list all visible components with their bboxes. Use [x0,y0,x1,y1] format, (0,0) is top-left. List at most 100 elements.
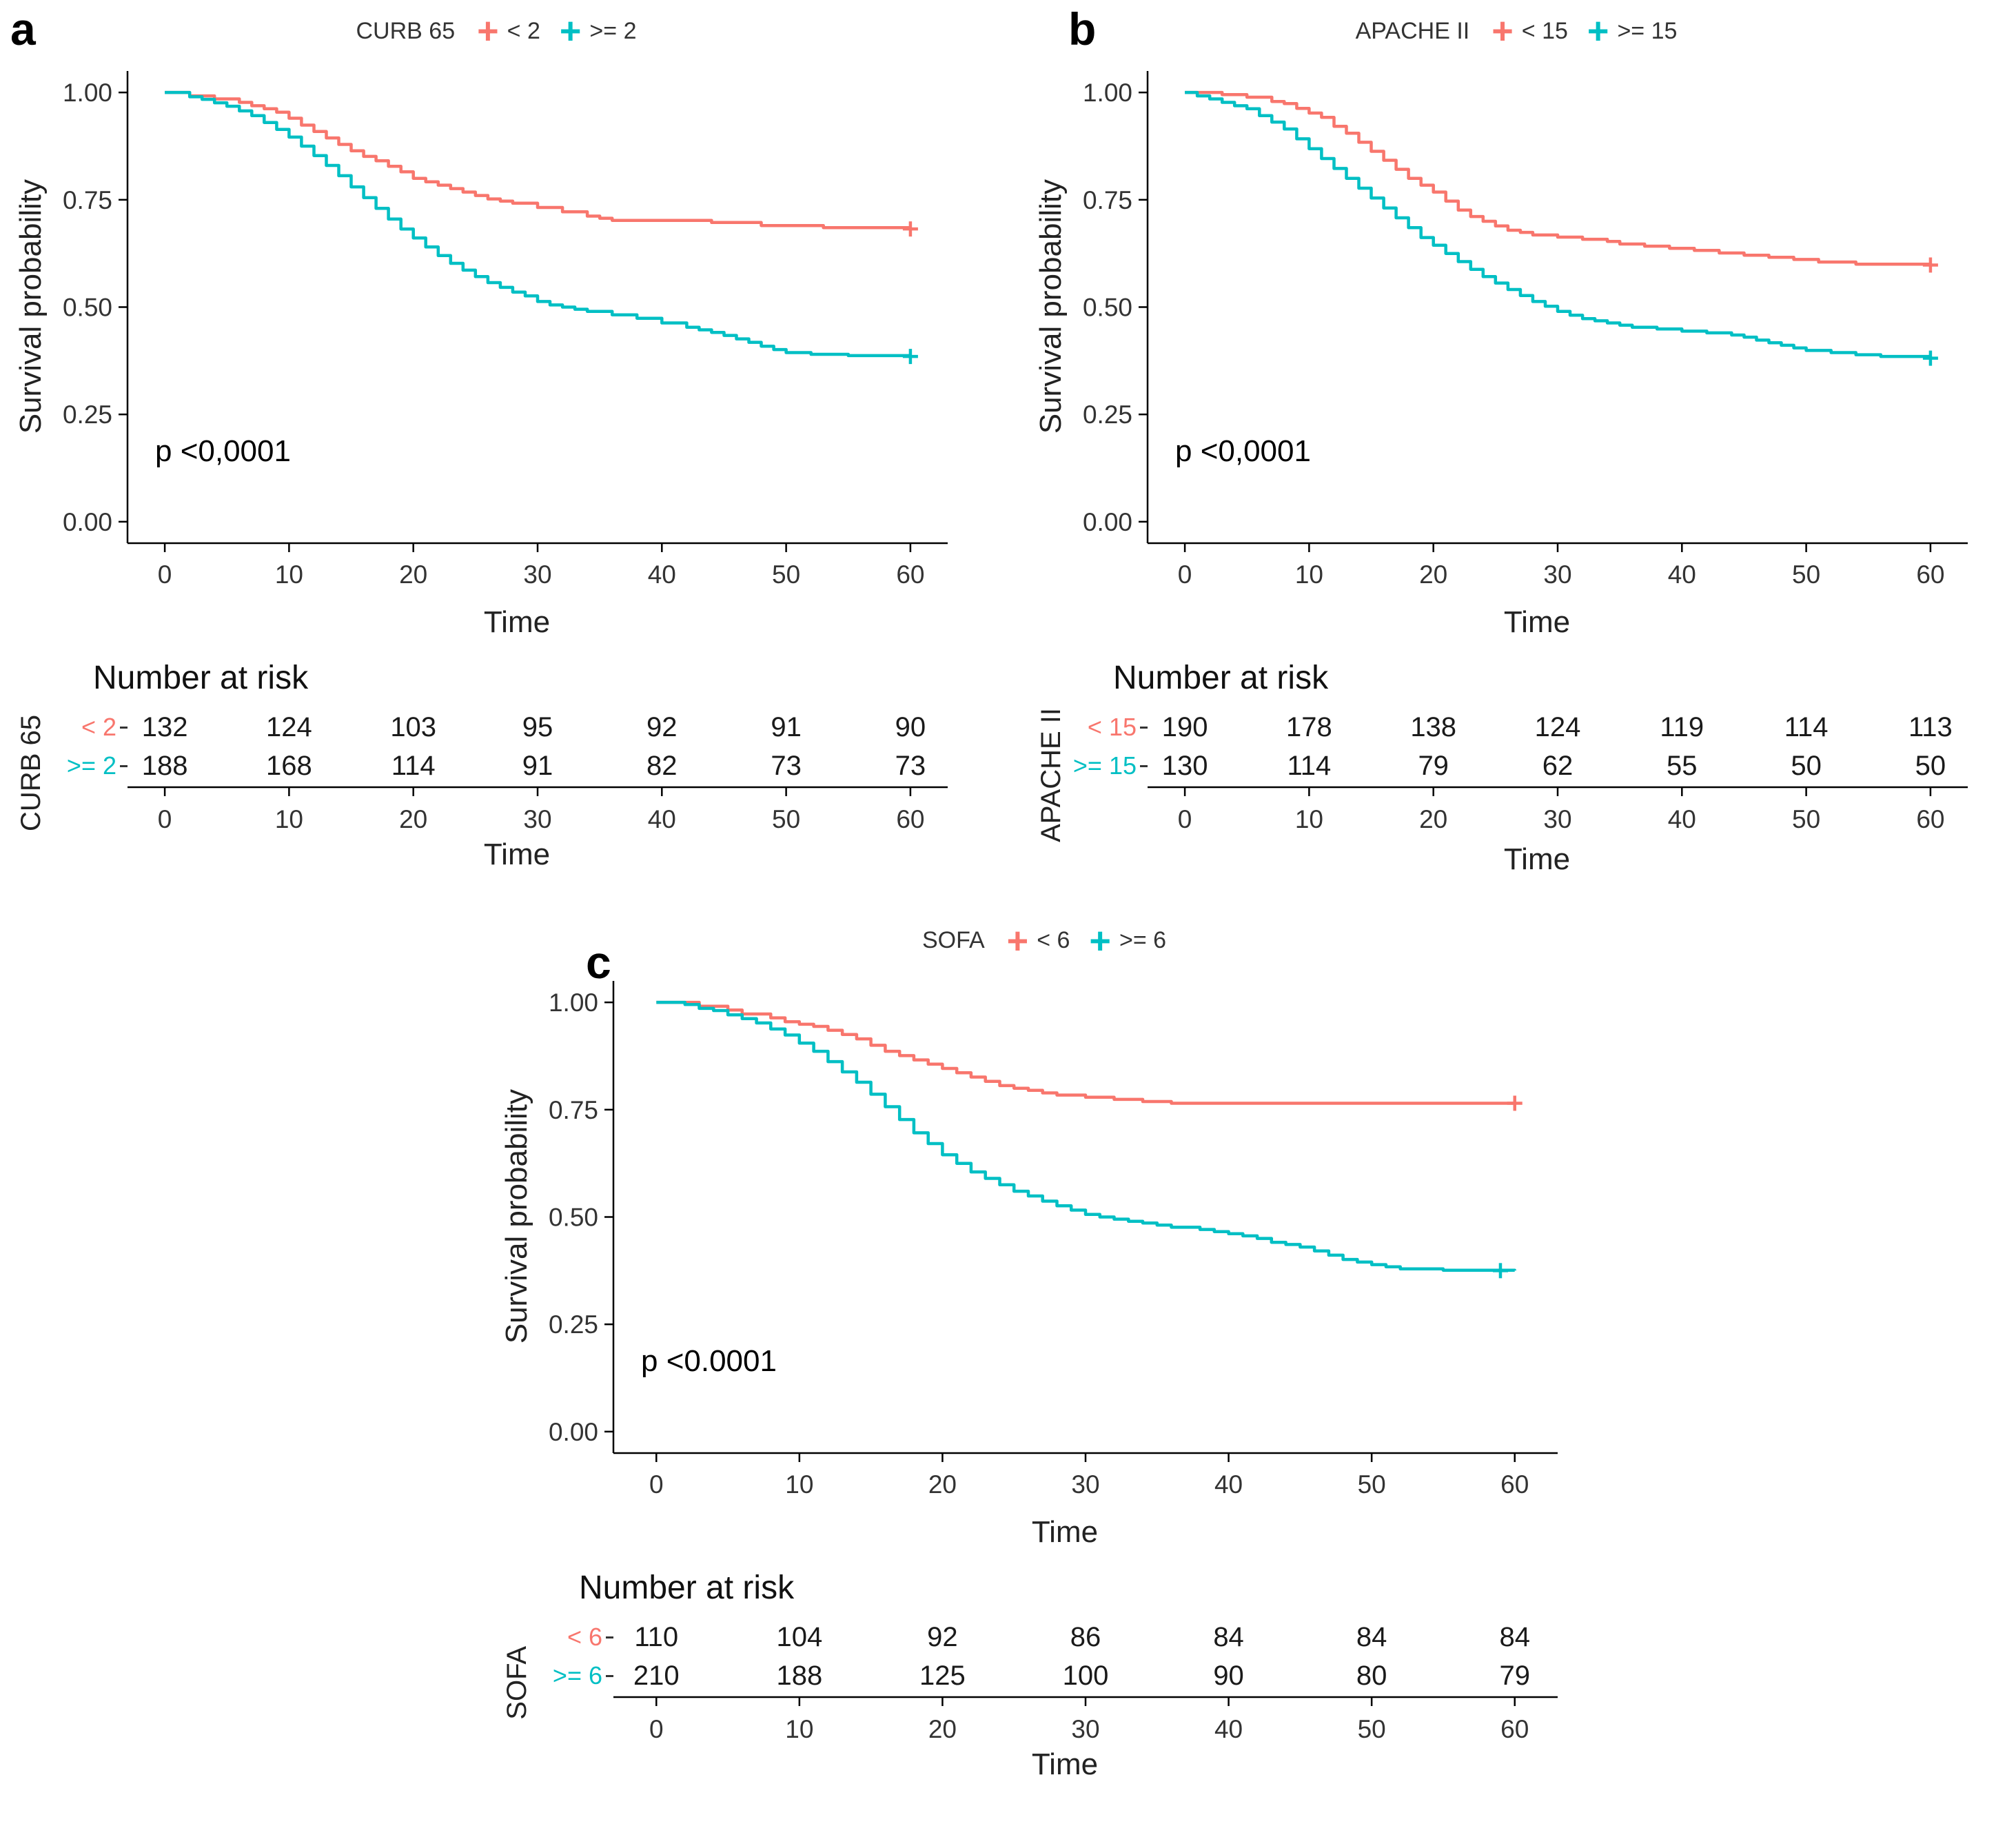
risk-row-tick [1140,727,1148,729]
risk-row-tick [606,1674,613,1677]
panel-letter-b: b [1068,3,1097,54]
risk-count: 73 [771,751,802,781]
x-tick-label: 50 [772,560,800,589]
km-curve [165,90,913,358]
legend-label: < 2 [507,17,540,44]
panel-c: c SOFA + < 6 + >= 6 Survival probability… [496,918,1592,1782]
y-tick-label: 0.00 [549,1418,598,1446]
y-tick-label: 0.50 [63,294,112,322]
legend-item-group2: + >= 2 [560,12,637,50]
risk-group-label-slot: CURB 65 [10,708,52,838]
risk-x-tick-label: 30 [523,805,551,833]
x-tick-label: 30 [523,560,551,589]
y-axis-title: Survival probability [500,1089,533,1344]
x-tick-label: 50 [1792,560,1820,589]
risk-count: 91 [522,751,553,781]
x-tick-label: 60 [1500,1470,1529,1499]
risk-table: CURB 65 < 2 132 124 103 95 92 91 90 >= 2 188 168 11… [10,708,982,838]
risk-count: 113 [1908,712,1953,742]
km-curve [1185,90,1933,266]
km-curve [1185,90,1933,358]
risk-table: SOFA < 6 110 104 92 86 84 84 84 >= 6 210 188 125 100… [496,1618,1592,1747]
km-curve [656,1000,1515,1105]
risk-x-tick-label: 30 [1543,805,1571,833]
risk-count: 100 [1062,1660,1109,1691]
risk-count: 90 [1213,1660,1244,1691]
panel-letter-a: a [10,3,36,54]
risk-count: 178 [1286,712,1332,742]
x-tick-label: 60 [896,560,924,589]
censor-plus-icon: + [1491,10,1514,52]
risk-count: 110 [634,1621,679,1652]
risk-count: 79 [1418,751,1449,781]
risk-x-tick-label: 20 [1419,805,1447,833]
risk-x-tick-label: 0 [649,1715,664,1743]
risk-rows: < 6 110 104 92 86 84 84 84 >= 6 210 188 125 100 90 80 7… [538,1618,1592,1695]
panel-a: a CURB 65 + < 2 + >= 2 Survival probabil… [10,3,982,877]
panel-b: b APACHE II + < 15 + >= 15 Survival prob… [1030,3,2002,877]
risk-count: 90 [895,712,926,742]
x-tick-label: 20 [928,1470,957,1499]
x-tick-label: 0 [1178,560,1192,589]
km-plot: 0 10 20 30 40 50 60 0.00 0.25 0.50 0.75 1.00 [549,980,1558,1499]
risk-row-tick [120,765,128,767]
risk-row-label: < 6 [567,1622,602,1651]
x-tick-label: 0 [649,1470,664,1499]
risk-x-tick-label: 60 [1500,1715,1529,1743]
risk-count: 104 [776,1621,823,1652]
p-value: p <0,0001 [1175,434,1311,468]
risk-table: APACHE II < 15 190 178 138 124 119 114 113 >= 15… [1030,708,2002,842]
risk-count: 188 [776,1660,823,1691]
legend-c: SOFA + < 6 + >= 6 [496,918,1592,964]
km-plot: 0 10 20 30 40 50 60 0.00 0.25 0.50 0.75 1.00 [63,71,948,589]
y-tick-label: 0.50 [1083,294,1132,322]
p-value: p <0.0001 [641,1343,777,1378]
risk-group-label-slot: SOFA [496,1618,538,1747]
legend-title: SOFA [922,927,985,954]
risk-count: 138 [1410,712,1457,742]
risk-count: 210 [633,1660,680,1691]
risk-count: 190 [1161,712,1208,742]
y-tick-label: 0.75 [1083,186,1132,214]
y-tick-label: 1.00 [63,79,112,107]
plot-area: 0 10 20 30 40 50 60 0.00 0.25 0.50 0.75 1.00 p <0.0… [538,964,1592,1515]
x-tick-label: 50 [1358,1470,1386,1499]
risk-x-axis-title: Time [483,838,551,871]
risk-x-tick-label: 10 [785,1715,813,1743]
risk-x-tick-label: 0 [158,805,172,833]
censor-plus-icon: + [1006,920,1029,962]
risk-x-tick-label: 10 [1295,805,1323,833]
risk-count: 188 [141,751,188,781]
y-tick-label: 1.00 [1083,79,1132,107]
risk-row-label: < 2 [81,713,116,741]
risk-axis: 0 10 20 30 40 50 60 [613,1696,1558,1743]
risk-row-tick [1140,765,1148,767]
risk-x-tick-label: 0 [1178,805,1192,833]
censor-plus-icon: + [477,10,499,52]
x-tick-label: 40 [648,560,676,589]
y-axis-title: Survival probability [1034,179,1068,434]
legend-title: APACHE II [1355,17,1470,44]
risk-count: 84 [1356,1621,1387,1652]
legend-title: CURB 65 [356,17,456,44]
x-axis-title: Time [1503,605,1571,639]
risk-x-tick-label: 40 [1668,805,1696,833]
risk-x-tick-label: 50 [1358,1715,1386,1743]
risk-table-title: Number at risk [93,660,309,696]
legend-label: >= 2 [589,17,637,44]
risk-axis: 0 10 20 30 40 50 60 [128,786,948,833]
risk-row-label: >= 15 [1072,751,1137,780]
x-tick-label: 10 [785,1470,813,1499]
y-axis-title-slot: Survival probability [1030,54,1072,560]
p-value: p <0,0001 [155,434,291,468]
y-tick-label: 0.00 [1083,508,1132,536]
risk-table-body: < 15 190 178 138 124 119 114 113 >= 15 130 114 79 62… [1072,708,2002,842]
x-tick-label: 30 [1071,1470,1099,1499]
chart-row: Survival probability 0 10 20 30 40 50 60 0.00 0.… [496,964,1592,1515]
risk-group-label: CURB 65 [15,714,46,831]
risk-count: 103 [390,712,437,742]
risk-row-label: >= 2 [66,751,116,780]
x-tick-label: 40 [1214,1470,1243,1499]
risk-table-title: Number at risk [1113,660,1329,696]
risk-table-body: < 2 132 124 103 95 92 91 90 >= 2 188 168 114 91 82 73 7… [52,708,982,838]
